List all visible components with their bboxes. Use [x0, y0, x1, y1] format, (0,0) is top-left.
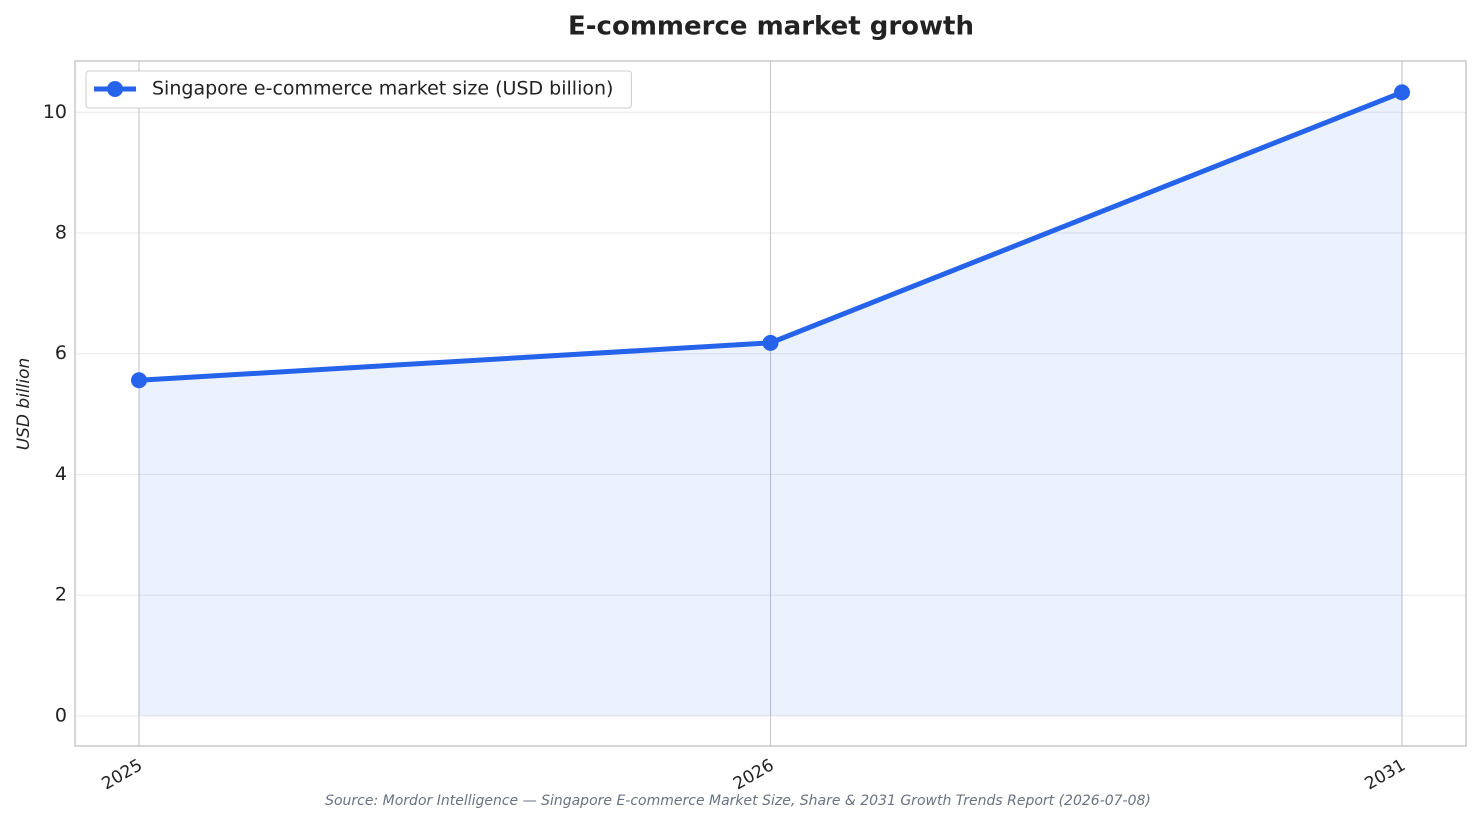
area: [139, 92, 1402, 716]
chart-title: E-commerce market growth: [568, 12, 974, 42]
x-tick-label: 2025: [99, 755, 146, 794]
point: [131, 372, 147, 389]
point: [762, 334, 779, 351]
x-tick-label: 2031: [1362, 755, 1409, 794]
x-tick-label: 2026: [730, 755, 777, 794]
point: [1394, 84, 1410, 101]
y-tick-label: 2: [55, 584, 67, 606]
legend-marker: [107, 81, 123, 97]
source-note: Source: Mordor Intelligence — Singapore …: [325, 793, 1151, 809]
legend: [85, 70, 632, 109]
y-tick-label: 4: [55, 463, 67, 485]
plot-frame: [74, 60, 1467, 747]
y-tick-label: 6: [55, 342, 67, 364]
y-tick-label: 10: [43, 101, 67, 123]
y-axis-label: USD billion: [14, 358, 34, 451]
y-tick-label: 0: [55, 704, 67, 726]
y-tick-label: 8: [55, 222, 67, 244]
legend-label: Singapore e-commerce market size (USD bi…: [152, 78, 613, 100]
